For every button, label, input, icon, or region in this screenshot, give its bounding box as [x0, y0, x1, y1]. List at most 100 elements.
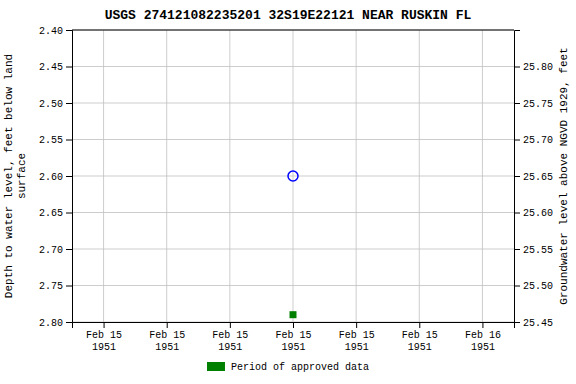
tick-mark: [514, 286, 520, 287]
tick: 25.55: [514, 245, 553, 256]
tick: 2.60: [39, 172, 72, 183]
tick-label: 2.40: [39, 26, 63, 37]
tick-mark: [514, 213, 520, 214]
y2-axis-label: Groundwater level above NGVD 1929, feet: [558, 47, 570, 304]
tick-label: 2.60: [39, 172, 63, 183]
tick-mark: [514, 176, 520, 177]
tick: Feb 151951: [339, 322, 375, 353]
grid-line: [72, 30, 514, 31]
grid-line: [419, 30, 420, 322]
tick-label: 25.55: [523, 245, 553, 256]
tick: 2.55: [39, 135, 72, 146]
grid-line: [293, 30, 294, 322]
tick-mark: [514, 249, 520, 250]
tick-mark: [66, 103, 72, 104]
tick: 2.40: [39, 26, 72, 37]
tick-label: 2.70: [39, 245, 63, 256]
axis-line: [66, 31, 73, 323]
tick: 25.65: [514, 172, 553, 183]
tick-mark: [66, 286, 72, 287]
tick: 2.50: [39, 99, 72, 110]
plot-area: Feb 151951 Feb 151951 Feb 151951 Feb 151951…: [3, 26, 570, 353]
y-axis: 2.40 2.45 2.50 2.55 2.60 2.65 2.70 2.75 2.80: [39, 26, 73, 329]
tick-label: 25.80: [523, 62, 553, 73]
title: USGS 274121082235201 32S19E22121 NEAR RU…: [105, 8, 472, 23]
tick-mark: [230, 322, 231, 328]
tick: 25.75: [514, 99, 553, 110]
grid-line: [103, 30, 104, 322]
tick: 25.70: [514, 135, 553, 146]
tick-mark: [66, 30, 72, 31]
tick: 2.75: [39, 281, 72, 292]
axis-line: [73, 323, 515, 329]
tick-label: 2.50: [39, 99, 63, 110]
tick: 2.45: [39, 62, 72, 73]
tick-label: Feb 151951: [275, 330, 311, 353]
point: [288, 171, 298, 181]
series: [288, 171, 298, 181]
tick: Feb 151951: [86, 322, 122, 353]
tick: 2.70: [39, 245, 72, 256]
tick-label: Feb 151951: [339, 330, 375, 353]
grid-line: [482, 30, 483, 322]
tick: Feb 151951: [275, 322, 311, 353]
tick-mark: [293, 322, 294, 328]
tick-label: Feb 151951: [86, 330, 122, 353]
point: [290, 311, 297, 318]
tick-mark: [482, 322, 483, 328]
tick-label: 25.50: [523, 281, 553, 292]
plot-frame: [72, 30, 514, 31]
tick-mark: [66, 322, 72, 323]
grid: [72, 30, 514, 322]
tick: Feb 161951: [465, 322, 501, 353]
marks: [288, 171, 298, 318]
tick-mark: [66, 249, 72, 250]
tick-mark: [167, 322, 168, 328]
tick-label: Feb 161951: [465, 330, 501, 353]
tick-label: 25.65: [523, 172, 553, 183]
legend-label: Period of approved data: [231, 362, 369, 373]
tick: 25.60: [514, 208, 553, 219]
tick-mark: [356, 322, 357, 328]
tick: Feb 151951: [149, 322, 185, 353]
tick: 2.80: [39, 318, 72, 329]
x-axis: Feb 151951 Feb 151951 Feb 151951 Feb 151951…: [73, 322, 515, 353]
tick-label: Feb 151951: [149, 330, 185, 353]
tick-label: 2.80: [39, 318, 63, 329]
axis-line: [515, 31, 521, 323]
tick-mark: [66, 140, 72, 141]
tick-mark: [514, 140, 520, 141]
legend: Period of approved data: [207, 362, 369, 373]
tick-mark: [514, 67, 520, 68]
tick-label: 25.60: [523, 208, 553, 219]
tick: Feb 151951: [212, 322, 248, 353]
tick-label: 2.45: [39, 62, 63, 73]
tick: Feb 151951: [402, 322, 438, 353]
tick-label: 2.55: [39, 135, 63, 146]
tick-label: Feb 151951: [402, 330, 438, 353]
legend-swatch: [207, 362, 225, 371]
tick-mark: [66, 67, 72, 68]
tick: 25.45: [514, 318, 553, 329]
tick-mark: [419, 322, 420, 328]
legend-item: Period of approved data: [207, 362, 369, 373]
grid-line: [166, 30, 167, 322]
tick: 25.50: [514, 281, 553, 292]
series: [290, 311, 297, 318]
tick-label: 25.70: [523, 135, 553, 146]
tick-label: 2.65: [39, 208, 63, 219]
grid-line: [229, 30, 230, 322]
tick-mark: [66, 213, 72, 214]
chart: Feb 151951 Feb 151951 Feb 151951 Feb 151951…: [0, 0, 576, 384]
tick-label: 2.75: [39, 281, 63, 292]
tick-label: 25.75: [523, 99, 553, 110]
tick: 2.65: [39, 208, 72, 219]
grid-line: [356, 30, 357, 322]
tick: 25.80: [514, 62, 553, 73]
tick-mark: [104, 322, 105, 328]
y-axis-label: Depth to water level, feet below landsur…: [3, 54, 28, 298]
tick-mark: [66, 176, 72, 177]
tick-mark: [514, 103, 520, 104]
y2-axis: 25.80 25.75 25.70 25.65 25.60 25.55 25.50 25.45: [514, 31, 553, 329]
tick-label: Feb 151951: [212, 330, 248, 353]
